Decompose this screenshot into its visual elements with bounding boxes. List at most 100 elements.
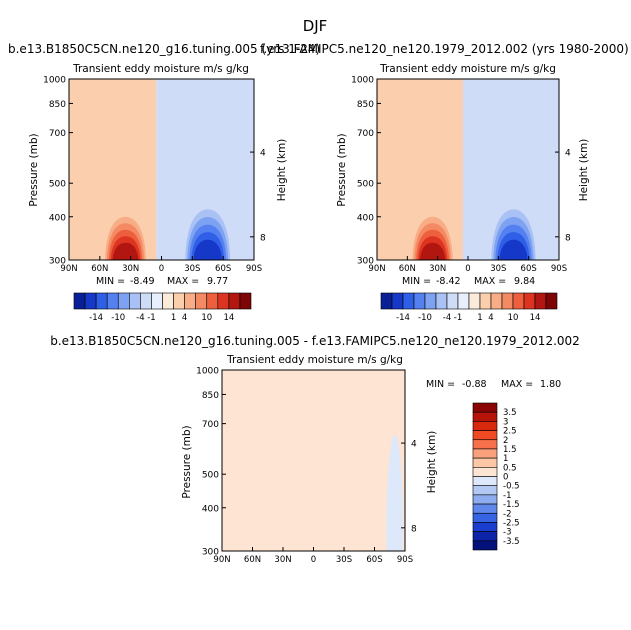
x-tick-label: 30S	[336, 555, 352, 565]
case-title: f.e13.FAMIPC5.ne120_ne120.1979_2012.002 …	[260, 42, 629, 56]
colorbar-swatch	[184, 292, 196, 310]
colorbar-swatch	[472, 402, 498, 413]
colorbar-label: 3.5	[503, 408, 517, 418]
colorbar-label: 2.5	[503, 427, 517, 437]
colorbar-swatch	[472, 522, 498, 532]
colorbar-swatch	[162, 292, 174, 310]
max-value: 9.84	[514, 276, 535, 287]
y-tick-label: 850	[49, 100, 66, 110]
colorbar: -14 -10 -4 -1 1 4 10 14	[73, 292, 252, 323]
height-tick-label: 4	[565, 149, 571, 159]
colorbar-label: -3	[503, 528, 511, 538]
max-label: MAX =	[167, 276, 199, 287]
min-max-readout: MIN = -8.49 MAX = 9.77	[96, 276, 228, 287]
y-axis-label: Pressure (mb)	[181, 425, 193, 498]
x-tick-label: 60N	[91, 264, 108, 274]
colorbar-swatch	[534, 292, 547, 310]
x-tick-label: 90S	[551, 264, 567, 274]
colorbar-swatch	[472, 430, 498, 441]
colorbar-swatch	[472, 476, 498, 486]
min-value: -8.49	[130, 276, 155, 287]
colorbar-label: -1	[454, 313, 462, 323]
contour-plot	[222, 370, 405, 551]
panel-subtitle: Transient eddy moisture m/s g/kg	[379, 63, 556, 75]
panel-difference: b.e13.B1850C5CN.ne120_g16.tuning.005 - f…	[50, 334, 580, 565]
x-tick-label: 30N	[429, 264, 446, 274]
y-tick-label: 500	[49, 180, 66, 190]
min-label: MIN =	[426, 379, 455, 390]
colorbar-label: -1	[503, 491, 511, 501]
y-tick-label: 300	[49, 257, 66, 267]
x-tick-label: 90N	[60, 264, 77, 274]
colorbar-label: -10	[418, 313, 432, 323]
colorbar-swatch	[472, 467, 498, 477]
colorbar-swatch	[446, 292, 459, 310]
colorbar-swatch	[472, 448, 498, 459]
colorbar-swatch	[117, 292, 130, 310]
axes: 300 400 500 700 850 1000 8 4 90N 60N 30N 0 30S 60S 90S	[196, 367, 417, 566]
contour-plot	[377, 79, 559, 260]
colorbar-label: -4	[136, 313, 144, 323]
colorbar-label: -14	[89, 313, 103, 323]
colorbar-swatch	[228, 292, 241, 310]
page-title: DJF	[303, 17, 328, 35]
colorbar-label: 4	[488, 313, 493, 323]
colorbar-swatch	[129, 292, 141, 310]
colorbar-vertical: 3.532.521.510.50-0.5-1-1.5-2-2.5-3-3.5	[472, 402, 520, 551]
positive-contour-5	[419, 242, 446, 260]
min-value: -0.88	[462, 379, 487, 390]
x-tick-label: 90N	[213, 555, 230, 565]
y-tick-label: 1000	[196, 367, 219, 377]
colorbar-label: 14	[223, 313, 234, 323]
colorbar-swatch	[512, 292, 525, 310]
colorbar-label: 4	[182, 313, 187, 323]
colorbar-label: -4	[443, 313, 451, 323]
axes: 300 400 500 700 850 1000 8 4 90N 60N 30N 0 30S 60S 90S	[351, 76, 571, 275]
x-tick-label: 60S	[366, 555, 382, 565]
colorbar-swatch	[217, 292, 230, 310]
height-tick-label: 4	[411, 440, 417, 450]
negative-contour-5	[499, 239, 528, 260]
colorbar-swatch	[380, 292, 393, 310]
colorbar-swatch	[84, 292, 97, 310]
colorbar-swatch	[523, 292, 536, 310]
colorbar-swatch	[545, 292, 558, 310]
colorbar-swatch	[106, 292, 119, 310]
y-tick-label: 1000	[43, 76, 66, 86]
x-tick-label: 60S	[521, 264, 537, 274]
y-tick-label: 700	[49, 129, 66, 139]
colorbar-swatch	[73, 292, 86, 310]
height-tick-label: 4	[260, 149, 266, 159]
min-label: MIN =	[402, 276, 431, 287]
colorbar-label: 14	[530, 313, 541, 323]
colorbar-swatch	[490, 292, 503, 310]
y-axis-label: Pressure (mb)	[28, 133, 40, 206]
positive-contour-5	[112, 242, 139, 260]
colorbar-swatch	[457, 292, 470, 310]
colorbar-label: 1	[171, 313, 176, 323]
min-label: MIN =	[96, 276, 125, 287]
colorbar-swatch	[95, 292, 108, 310]
y-tick-label: 850	[202, 391, 219, 401]
colorbar-label: -3.5	[503, 537, 520, 547]
min-max-readout: MIN = -8.42 MAX = 9.84	[402, 276, 535, 287]
x-tick-label: 0	[311, 555, 316, 565]
colorbar-swatch	[472, 411, 498, 422]
colorbar-label: -1	[147, 313, 155, 323]
colorbar-swatch	[472, 439, 498, 450]
colorbar-swatch	[501, 292, 514, 310]
colorbar-swatch	[472, 540, 498, 551]
y-tick-label: 700	[357, 129, 374, 139]
colorbar-swatch	[413, 292, 426, 310]
min-value: -8.42	[436, 276, 461, 287]
y-tick-label: 400	[357, 213, 374, 223]
panel-observed: f.e13.FAMIPC5.ne120_ne120.1979_2012.002 …	[260, 42, 629, 323]
colorbar-label: -0.5	[503, 482, 520, 492]
y-axis-label: Pressure (mb)	[336, 133, 348, 206]
colorbar-swatch	[472, 512, 498, 523]
colorbar-swatch	[472, 421, 498, 431]
panel-subtitle: Transient eddy moisture m/s g/kg	[72, 63, 249, 75]
max-label: MAX =	[501, 379, 533, 390]
colorbar-swatch	[239, 292, 252, 310]
